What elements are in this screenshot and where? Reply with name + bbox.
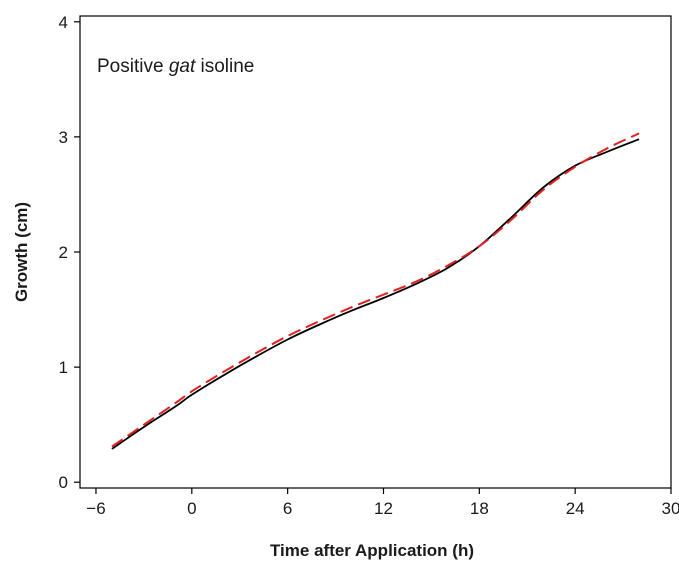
y-tick-label: 3 xyxy=(59,128,68,147)
x-tick-label: 0 xyxy=(187,499,196,518)
x-tick-label: 18 xyxy=(470,499,489,518)
x-tick-label: 6 xyxy=(283,499,292,518)
isoline-annotation: Positive gat isoline xyxy=(97,56,254,77)
x-tick-label: −6 xyxy=(86,499,105,518)
x-tick-label: 30 xyxy=(662,499,679,518)
y-tick-label: 0 xyxy=(59,473,68,492)
x-tick-label: 12 xyxy=(374,499,393,518)
series-line-red-dashed xyxy=(111,132,640,448)
y-tick-label: 4 xyxy=(59,13,68,32)
plot-frame xyxy=(79,15,672,489)
y-tick-label: 1 xyxy=(59,358,68,377)
y-axis-title: Growth (cm) xyxy=(12,202,31,302)
series-line-black xyxy=(111,138,640,450)
x-axis-title: Time after Application (h) xyxy=(270,541,474,560)
x-tick-label: 24 xyxy=(566,499,585,518)
y-tick-label: 2 xyxy=(59,243,68,262)
